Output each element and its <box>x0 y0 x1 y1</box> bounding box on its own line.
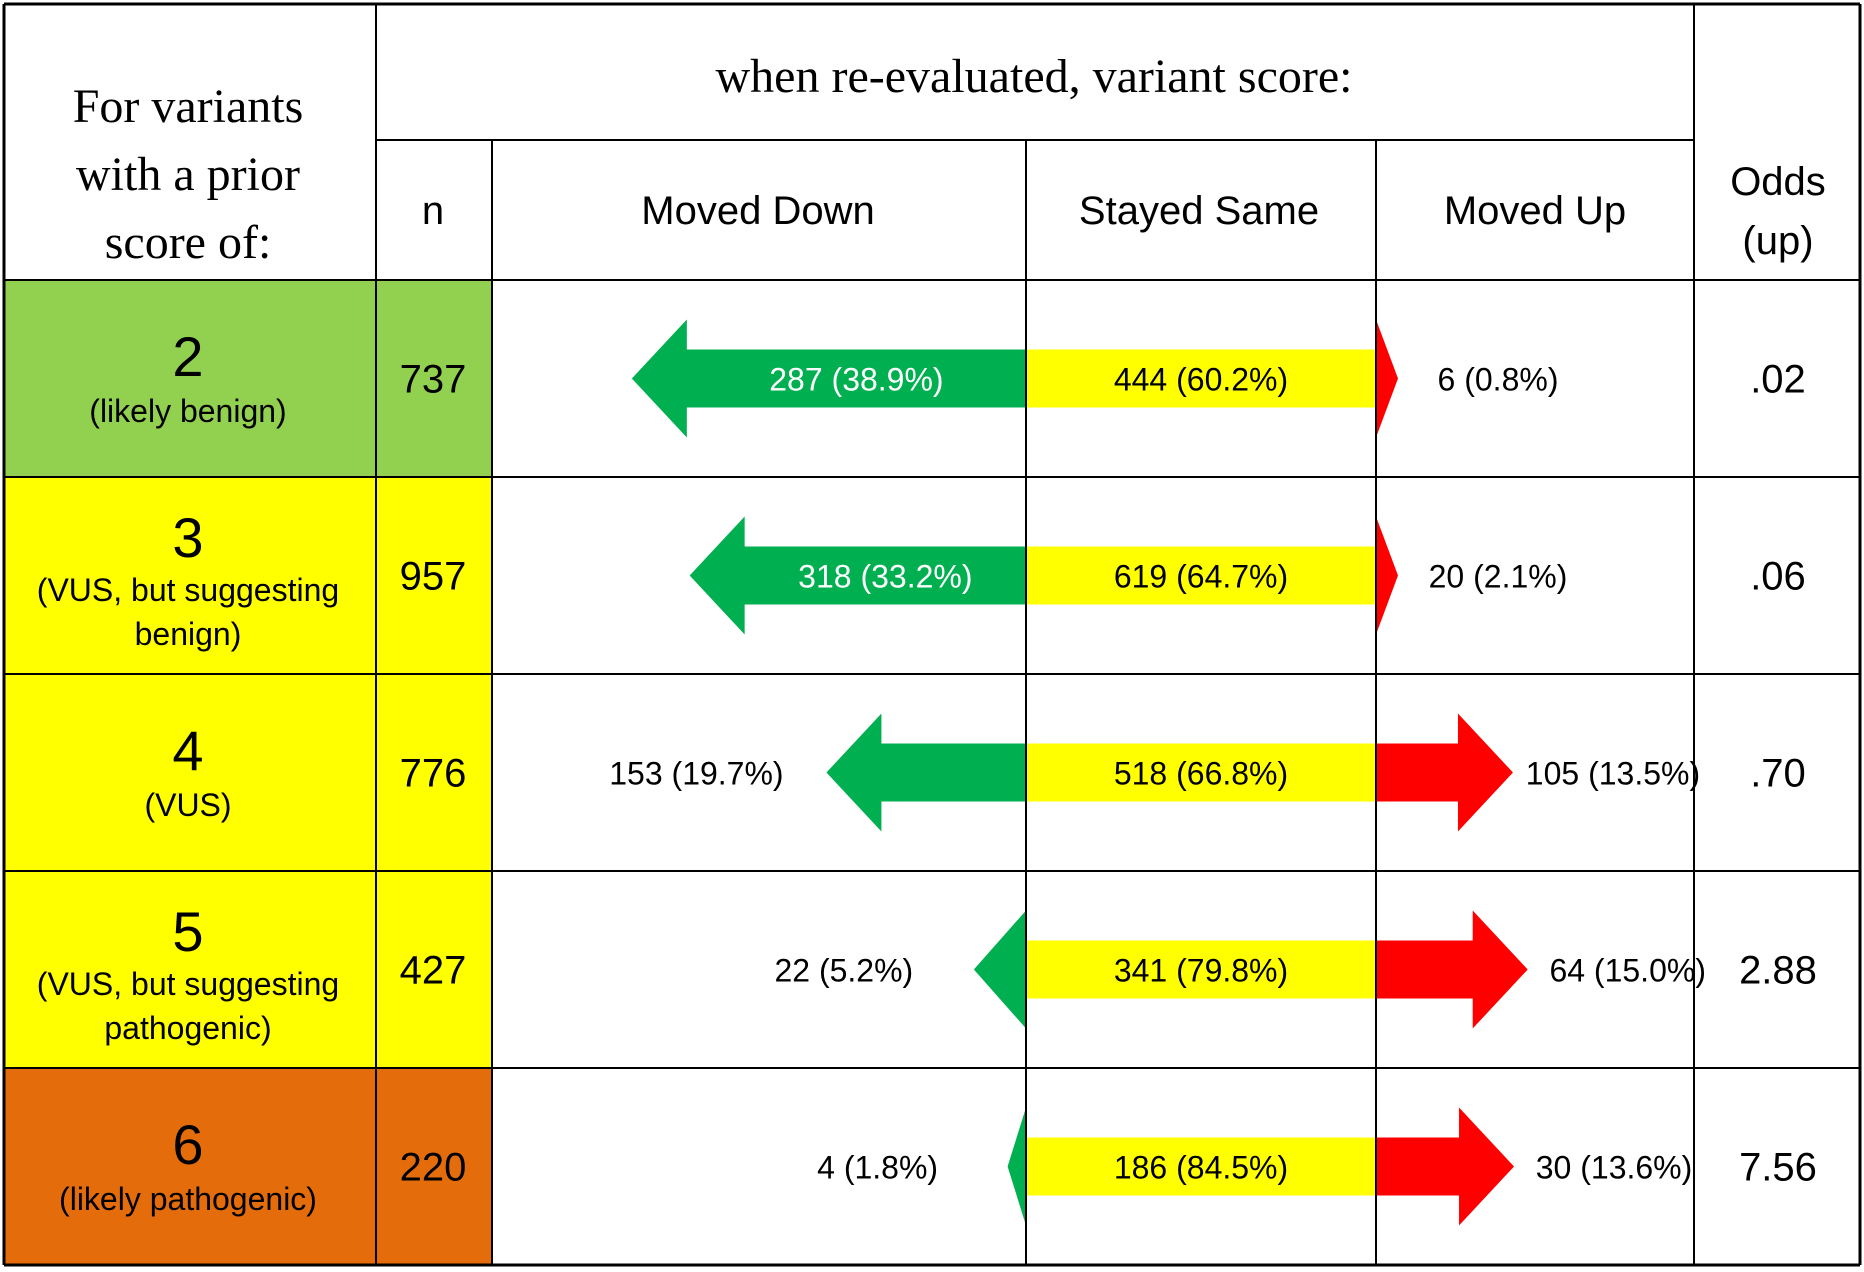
moved-up-arrow <box>1376 910 1528 1029</box>
odds-value: 2.88 <box>1739 949 1817 993</box>
group-header: when re-evaluated, variant score: <box>715 50 1352 103</box>
moved-down-arrow <box>1007 1107 1026 1226</box>
score-cell <box>4 280 376 477</box>
moved-down-arrow <box>826 713 1026 832</box>
moved-up-arrow <box>1376 1107 1515 1226</box>
col-header-stayed-same: Stayed Same <box>1079 189 1319 233</box>
score-desc-line-2: benign) <box>135 616 242 652</box>
moved-down-label: 22 (5.2%) <box>774 953 913 989</box>
moved-up-label: 30 (13.6%) <box>1536 1150 1693 1186</box>
n-cell <box>376 1068 492 1265</box>
arrow-bars <box>631 319 1528 1226</box>
stayed-same-label: 518 (66.8%) <box>1114 756 1288 792</box>
stayed-same-label: 186 (84.5%) <box>1114 1150 1288 1186</box>
score-desc-line-2: pathogenic) <box>104 1010 271 1046</box>
stayed-same-bar <box>1026 1137 1376 1196</box>
score-value: 5 <box>172 900 203 963</box>
moved-up-label: 20 (2.1%) <box>1429 559 1568 595</box>
n-cell <box>376 674 492 871</box>
score-value: 3 <box>172 506 203 569</box>
moved-down-label: 153 (19.7%) <box>609 756 783 792</box>
n-cell <box>376 280 492 477</box>
score-value: 6 <box>172 1113 203 1176</box>
score-cell <box>4 1068 376 1265</box>
n-value: 427 <box>400 949 467 993</box>
n-cell <box>376 871 492 1068</box>
odds-value: .02 <box>1750 358 1806 402</box>
stayed-same-label: 341 (79.8%) <box>1114 953 1288 989</box>
moved-up-label: 64 (15.0%) <box>1549 953 1706 989</box>
col-header-odds-line-1: Odds <box>1730 160 1826 204</box>
moved-down-arrow <box>973 910 1026 1029</box>
moved-up-arrow <box>1376 713 1513 832</box>
row-text: 287 (38.9%) 444 (60.2%) 6 (0.8%) 2 (likely b… <box>37 325 1817 1217</box>
table-cells <box>4 280 492 1265</box>
score-desc: (VUS) <box>144 787 231 823</box>
n-value: 776 <box>400 752 467 796</box>
stayed-same-label: 619 (64.7%) <box>1114 559 1288 595</box>
score-value: 2 <box>172 325 203 388</box>
col-header-odds-line-2: (up) <box>1742 219 1813 263</box>
col-header-moved-down: Moved Down <box>641 189 874 233</box>
row-header-line-2: with a prior <box>76 148 300 201</box>
n-value: 957 <box>400 555 467 599</box>
score-cell <box>4 477 376 674</box>
score-desc: (likely benign) <box>89 393 286 429</box>
score-cell <box>4 871 376 1068</box>
score-cell <box>4 674 376 871</box>
moved-up-arrow <box>1376 516 1398 635</box>
score-value: 4 <box>172 719 203 782</box>
moved-down-arrow <box>631 319 1026 438</box>
score-desc-line-1: (VUS, but suggesting <box>37 572 339 608</box>
stayed-same-label: 444 (60.2%) <box>1114 362 1288 398</box>
n-cell <box>376 477 492 674</box>
odds-value: 7.56 <box>1739 1146 1817 1190</box>
row-header-line-3: score of: <box>105 216 272 269</box>
moved-up-label: 6 (0.8%) <box>1438 362 1559 398</box>
moved-down-label: 287 (38.9%) <box>769 362 943 398</box>
stayed-same-bar <box>1026 940 1376 999</box>
col-header-moved-up: Moved Up <box>1444 189 1626 233</box>
moved-down-label: 4 (1.8%) <box>817 1150 938 1186</box>
odds-value: .06 <box>1750 555 1806 599</box>
n-value: 737 <box>400 358 467 402</box>
col-header-n: n <box>422 189 444 233</box>
row-header-line-1: For variants <box>73 80 304 133</box>
n-value: 220 <box>400 1146 467 1190</box>
score-desc-line-1: (VUS, but suggesting <box>37 966 339 1002</box>
moved-down-arrow <box>689 516 1026 635</box>
stayed-same-bar <box>1026 546 1376 605</box>
stayed-same-bar <box>1026 349 1376 408</box>
moved-up-label: 105 (13.5%) <box>1526 756 1700 792</box>
moved-up-arrow <box>1376 319 1398 438</box>
odds-value: .70 <box>1750 752 1806 796</box>
score-desc: (likely pathogenic) <box>59 1181 317 1217</box>
stayed-same-bar <box>1026 743 1376 802</box>
moved-down-label: 318 (33.2%) <box>798 559 972 595</box>
